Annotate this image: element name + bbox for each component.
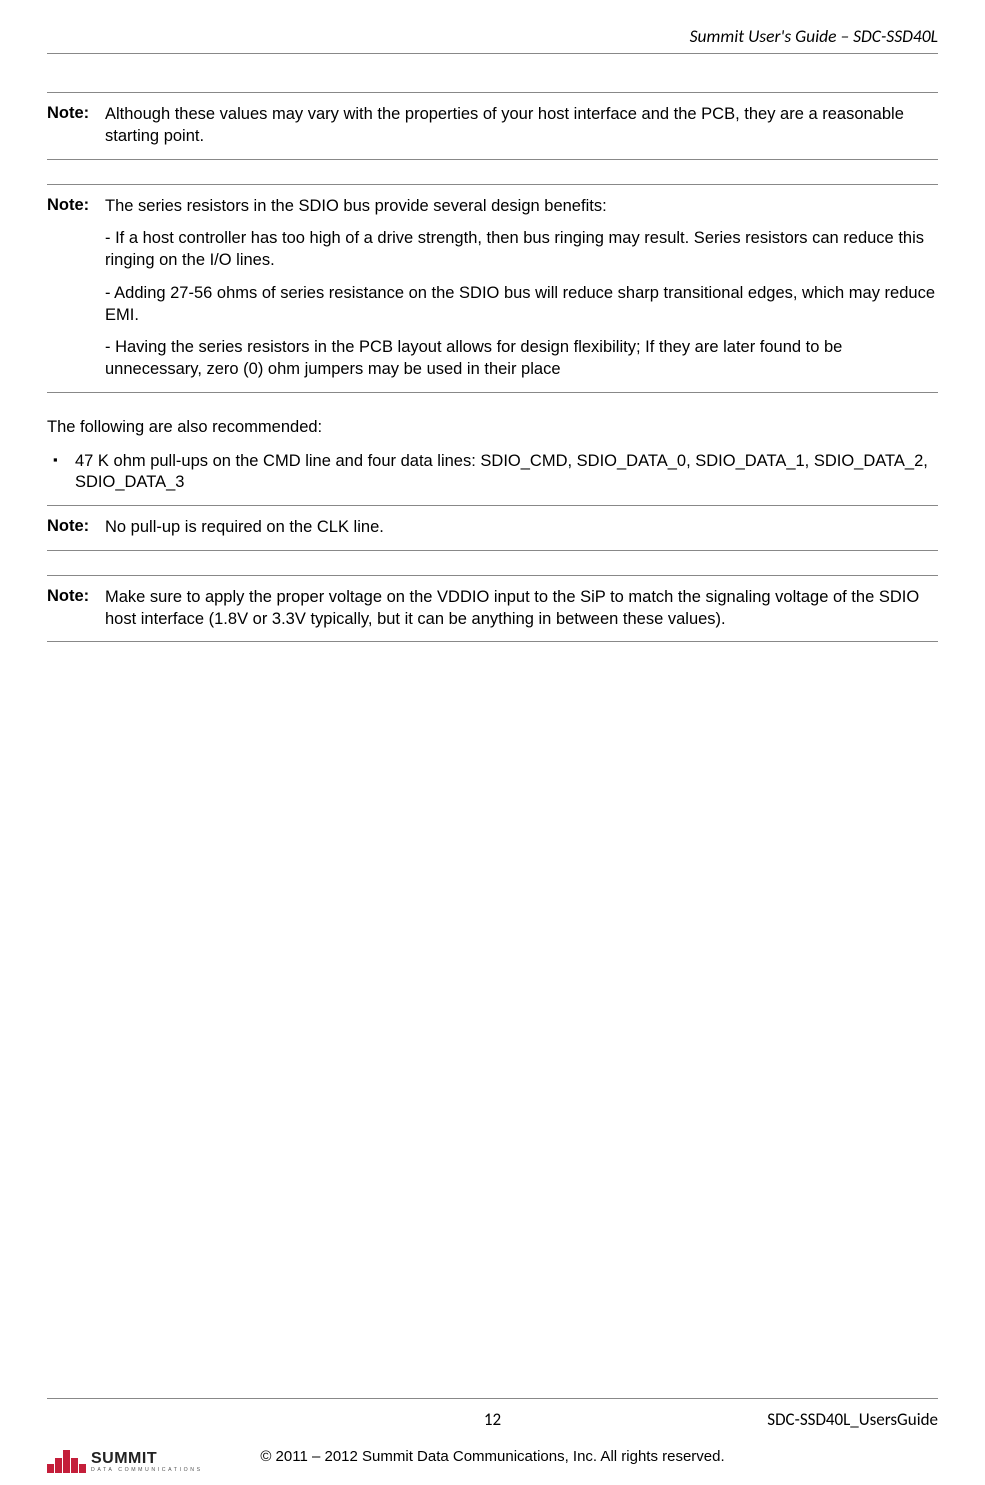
header-title: Summit User's Guide – SDC-SSD40L — [690, 25, 938, 47]
note1-text: Although these values may vary with the … — [105, 104, 938, 148]
logo-main: SUMMIT — [91, 1451, 203, 1467]
note-block-3: Note: No pull-up is required on the CLK … — [47, 505, 938, 551]
page-content: Note: Although these values may vary wit… — [47, 54, 938, 642]
doc-id: SDC-SSD40L_UsersGuide — [641, 1409, 938, 1430]
note2-p2: - Adding 27-56 ohms of series resistance… — [105, 283, 938, 327]
bullet-list: 47 K ohm pull-ups on the CMD line and fo… — [47, 451, 938, 495]
note-label: Note: — [47, 196, 105, 215]
bullet-item-1: 47 K ohm pull-ups on the CMD line and fo… — [47, 451, 938, 495]
logo-sub: DATA COMMUNICATIONS — [91, 1468, 203, 1473]
note4-text: Make sure to apply the proper voltage on… — [105, 587, 938, 631]
note-label: Note: — [47, 517, 105, 536]
note-label: Note: — [47, 104, 105, 123]
note-block-4: Note: Make sure to apply the proper volt… — [47, 575, 938, 643]
note3-text: No pull-up is required on the CLK line. — [105, 517, 938, 539]
note2-p3: - Having the series resistors in the PCB… — [105, 337, 938, 381]
footer-left — [47, 1409, 344, 1430]
logo-text: SUMMIT DATA COMMUNICATIONS — [91, 1451, 203, 1473]
footer-line: 12 SDC-SSD40L_UsersGuide — [47, 1398, 938, 1430]
note-label: Note: — [47, 587, 105, 606]
note2-intro: The series resistors in the SDIO bus pro… — [105, 196, 938, 218]
note-body-4: Make sure to apply the proper voltage on… — [105, 587, 938, 631]
logo-mark-icon — [47, 1450, 86, 1473]
note-block-1: Note: Although these values may vary wit… — [47, 92, 938, 160]
note-body-2: The series resistors in the SDIO bus pro… — [105, 196, 938, 381]
note-body-1: Although these values may vary with the … — [105, 104, 938, 148]
note-body-3: No pull-up is required on the CLK line. — [105, 517, 938, 539]
note2-p1: - If a host controller has too high of a… — [105, 228, 938, 272]
page-header: Summit User's Guide – SDC-SSD40L — [47, 0, 938, 54]
summit-logo: SUMMIT DATA COMMUNICATIONS — [47, 1450, 203, 1473]
note-block-2: Note: The series resistors in the SDIO b… — [47, 184, 938, 393]
recommended-intro: The following are also recommended: — [47, 417, 938, 439]
page-number: 12 — [344, 1409, 641, 1430]
